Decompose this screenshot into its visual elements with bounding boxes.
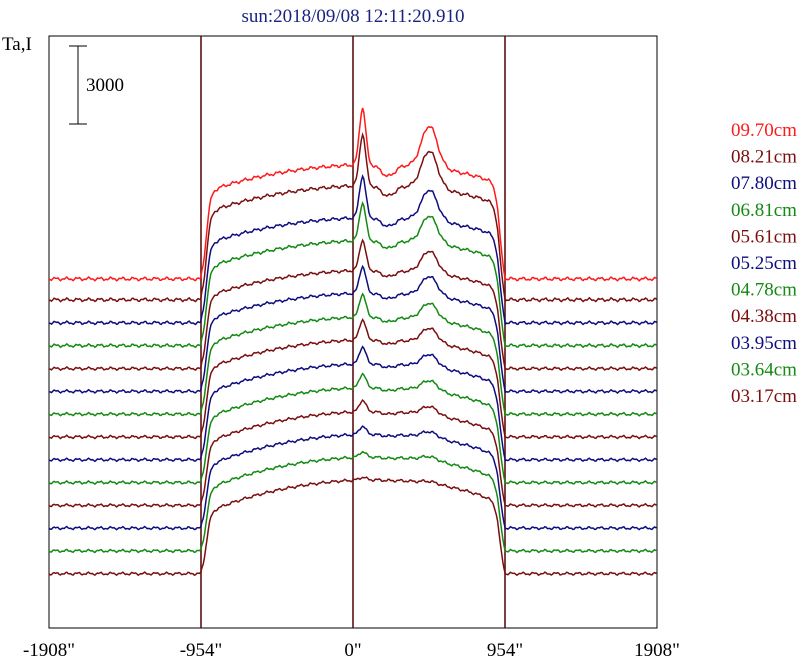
series-line-12: [48, 450, 658, 554]
scale-bar: 3000: [69, 45, 124, 125]
series-lines: [48, 107, 658, 577]
legend-entry-9: 03.64cm: [731, 359, 797, 380]
series-line-9: [48, 372, 658, 486]
legend-entry-8: 03.95cm: [731, 333, 797, 354]
series-line-10: [48, 398, 658, 508]
legend-entry-2: 07.80cm: [731, 173, 797, 194]
series-line-2: [48, 173, 658, 326]
legend-entry-10: 03.17cm: [731, 386, 797, 407]
x-tick-label-2: 0": [344, 640, 361, 661]
series-line-3: [48, 200, 658, 349]
x-tick-label-4: 1908": [634, 640, 680, 661]
legend-entry-4: 05.61cm: [731, 226, 797, 247]
legend-entry-1: 08.21cm: [731, 147, 797, 168]
series-line-7: [48, 318, 658, 440]
x-tick-labels: -1908" -954" 0" 954" 1908": [23, 640, 680, 661]
series-line-6: [48, 292, 658, 417]
legend-entry-0: 09.70cm: [731, 120, 797, 141]
scale-bar-label: 3000: [86, 75, 124, 96]
series-line-5: [48, 264, 658, 394]
series-line-11: [48, 425, 657, 531]
series-line-1: [48, 132, 658, 303]
legend-entry-3: 06.81cm: [731, 200, 797, 221]
legend: 09.70cm 08.21cm 07.80cm 06.81cm 05.61cm 05.25…: [731, 120, 797, 407]
legend-entry-5: 05.25cm: [731, 253, 797, 274]
y-axis-label: Ta,I: [2, 34, 32, 55]
series-line-4: [48, 238, 658, 372]
x-tick-label-0: -1908": [23, 640, 75, 661]
legend-entry-6: 04.78cm: [731, 280, 797, 301]
series-line-13: [48, 476, 658, 577]
x-tick-label-1: -954": [180, 640, 223, 661]
series-line-8: [48, 345, 658, 463]
x-tick-label-3: 954": [487, 640, 523, 661]
chart-title: sun:2018/09/08 12:11:20.910: [241, 6, 464, 27]
series-line-0: [48, 107, 658, 282]
legend-entry-7: 04.38cm: [731, 306, 797, 327]
